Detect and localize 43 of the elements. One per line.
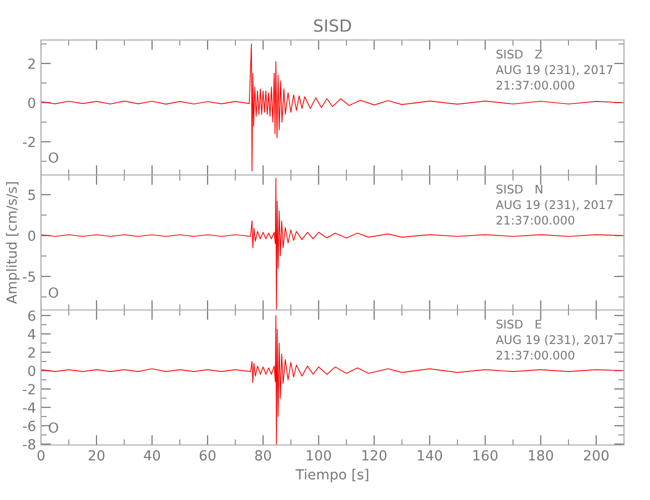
x-tick-label: 100 [306, 450, 331, 461]
annotation: 21:37:00.000 [496, 216, 574, 225]
y-axis-title: Amplitud [cm/s/s] [6, 182, 20, 304]
y-tick-label: -5 [22, 272, 35, 282]
y-tick-label: 0 [28, 230, 36, 242]
y-tick-label: -2 [22, 136, 35, 148]
annotation: 21:37:00.000 [496, 350, 574, 360]
y-tick-label: -2 [22, 384, 35, 394]
line-series [41, 43, 622, 172]
x-tick-label: 180 [528, 450, 554, 461]
y-tick-label: -8 [22, 439, 36, 450]
annotation: AUG 19 (231), 2017 [496, 64, 612, 76]
x-tick-label: 60 [200, 450, 216, 461]
y-tick-label: 0 [28, 98, 36, 108]
x-tick-label: 120 [362, 450, 386, 461]
y-tick-label: 0 [28, 366, 36, 376]
annotation: O [48, 287, 58, 298]
y-tick-label: -4 [22, 402, 36, 413]
x-axis-title: Tiempo [s] [296, 468, 368, 482]
x-tick-label: 140 [418, 450, 442, 461]
line-series [41, 178, 622, 310]
x-tick-label: 160 [473, 450, 498, 461]
y-tick-label: -6 [22, 420, 36, 432]
annotation: O [48, 152, 58, 163]
chart-title: SISD [314, 19, 351, 32]
x-tick-label: 0 [37, 450, 44, 461]
y-tick-label: 4 [28, 329, 36, 340]
x-tick-label: 20 [88, 450, 104, 461]
annotation: SISD Z [496, 50, 542, 59]
annotation: SISD N [496, 184, 542, 194]
x-tick-label: 200 [584, 450, 609, 461]
x-tick-label: 80 [255, 450, 272, 461]
annotation: O [48, 422, 58, 433]
y-tick-label: 2 [28, 347, 35, 358]
y-tick-label: 2 [28, 58, 35, 69]
x-tick-label: 40 [144, 450, 160, 461]
y-tick-label: 5 [28, 190, 35, 200]
y-tick-label: 6 [28, 310, 36, 321]
line-series [41, 315, 622, 444]
annotation: 21:37:00.000 [496, 80, 574, 90]
annotation: SISD E [496, 320, 542, 329]
annotation: AUG 19 (231), 2017 [496, 200, 612, 210]
annotation: AUG 19 (231), 2017 [496, 334, 612, 346]
